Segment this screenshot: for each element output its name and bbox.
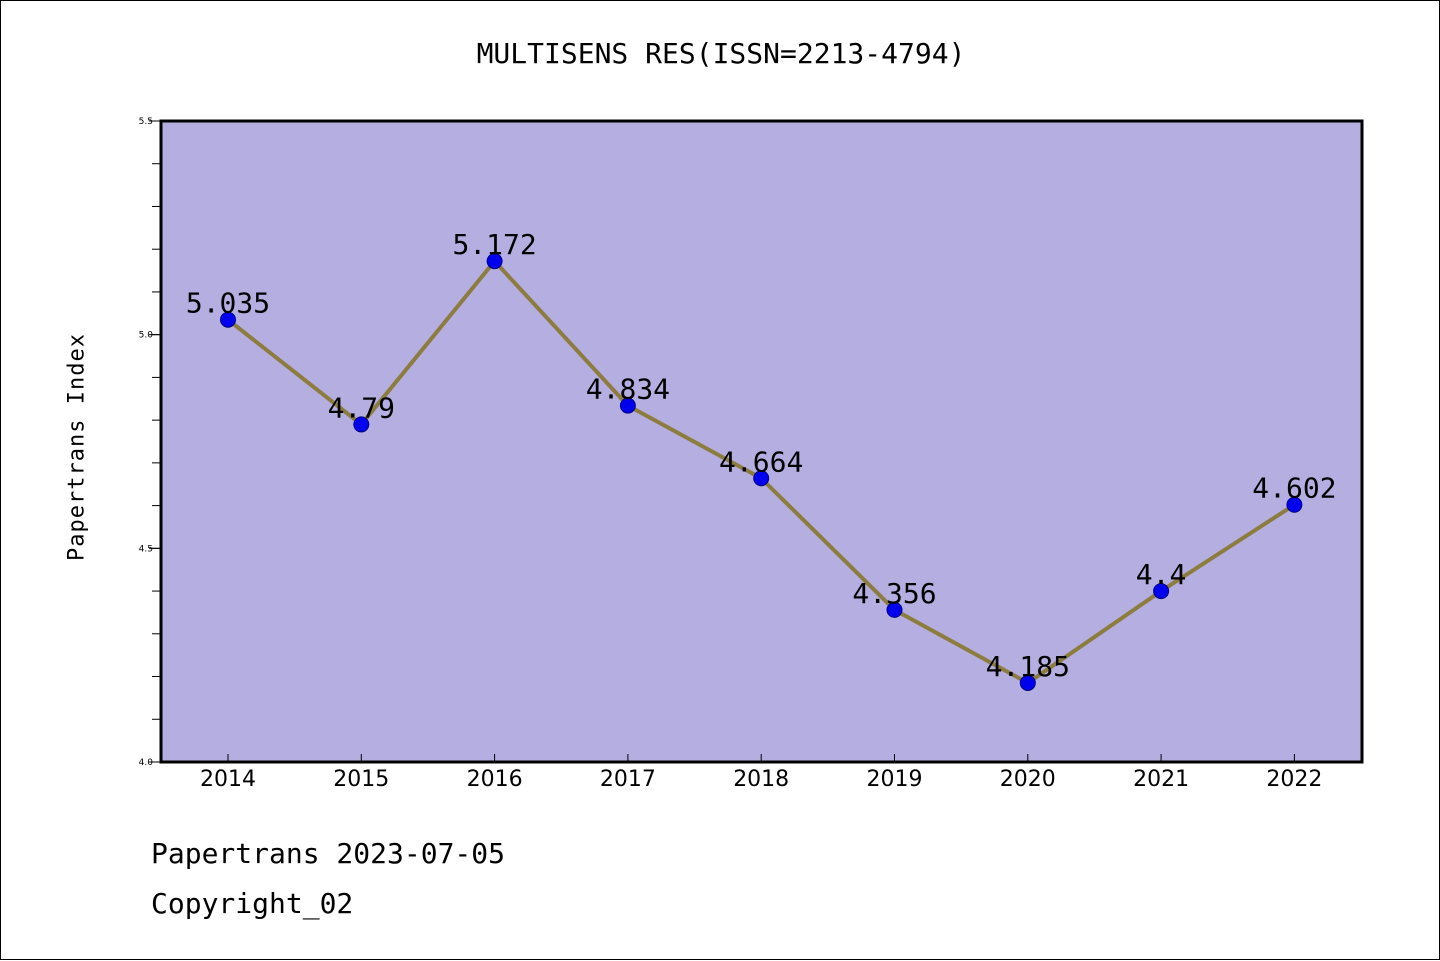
data-point: [1153, 583, 1170, 600]
x-tick-label: 2019: [867, 767, 923, 792]
data-label: 4.4: [1136, 558, 1187, 591]
y-tick-label: 4.0: [139, 758, 154, 768]
data-point: [1019, 674, 1036, 691]
data-label: 4.185: [986, 650, 1070, 683]
data-point: [1286, 496, 1303, 513]
data-labels: 5.035 4.79 5.172 4.834 4.664 4.356 4.185 4.4 4.6…: [186, 228, 1337, 683]
x-tick-label: 2016: [467, 767, 523, 792]
data-label: 5.172: [452, 228, 536, 261]
plot-area: [161, 121, 1362, 762]
data-point: [353, 416, 370, 433]
data-label: 4.356: [852, 577, 936, 610]
data-label: 4.602: [1252, 472, 1336, 505]
x-tick-label: 2020: [1000, 767, 1056, 792]
footer-copyright: Copyright_02: [151, 887, 354, 920]
data-point: [886, 601, 903, 618]
y-tick-label: 5.5: [139, 117, 153, 127]
x-tick-label: 2017: [600, 767, 656, 792]
x-tick-label: 2018: [733, 767, 789, 792]
y-tick-label: 5.0: [139, 331, 154, 341]
data-point: [220, 311, 236, 328]
x-tick-label: 2014: [200, 767, 256, 792]
data-markers: [220, 253, 1303, 691]
data-label: 5.035: [186, 287, 270, 320]
footer-date: Papertrans 2023-07-05: [151, 837, 506, 870]
x-tick-label: 2021: [1133, 767, 1189, 792]
data-label: 4.664: [719, 445, 803, 478]
x-tick-label: 2022: [1266, 767, 1322, 792]
x-tick-label: 2015: [333, 767, 389, 792]
data-point: [753, 470, 770, 487]
x-axis: 2014 2015 2016 2017 2018 2019 2020 2021 2022: [200, 754, 1322, 792]
y-tick-label: 4.5: [139, 544, 153, 554]
data-label: 4.79: [328, 391, 395, 424]
plot-frame: [159, 119, 1364, 764]
y-axis: 4.0 4.5 5.0 5.5: [139, 117, 161, 768]
data-label: 4.834: [586, 373, 670, 406]
chart-title: MULTISENS RES(ISSN=2213-4794): [476, 37, 966, 70]
data-point: [619, 397, 636, 414]
data-point: [486, 253, 503, 270]
